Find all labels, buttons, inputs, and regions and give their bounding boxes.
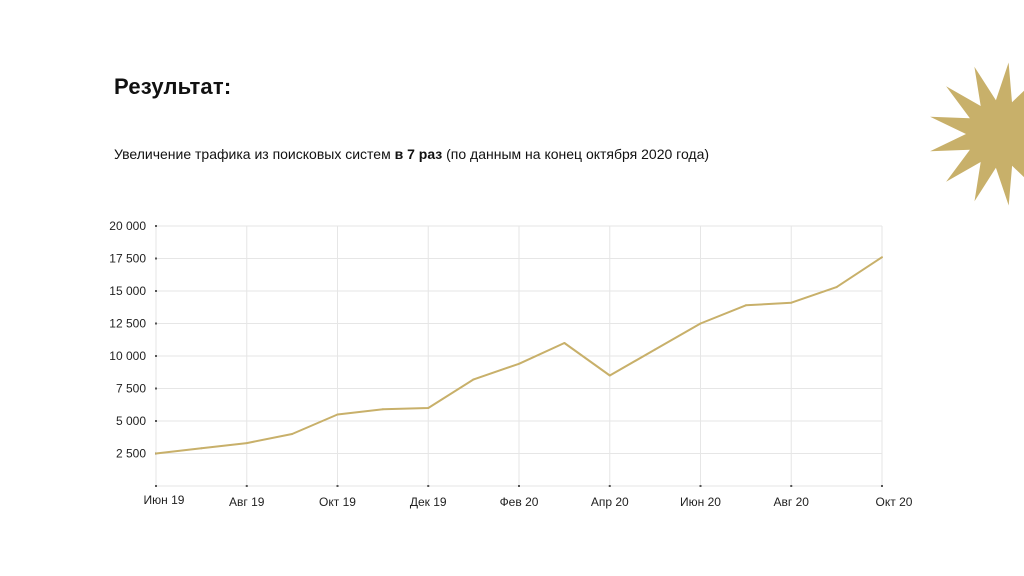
y-tick-label: 5 000 [116,414,146,428]
starburst-shape [930,62,1024,206]
x-tick-mark [699,485,702,487]
y-tick-label: 2 500 [116,447,146,461]
x-tick-label: Авг 20 [774,495,810,509]
x-tick-mark [245,485,248,487]
x-tick-mark [608,485,611,487]
y-tick-label: 12 500 [109,317,146,331]
data-point [654,348,657,351]
data-point [291,433,294,435]
y-tick-mark [155,387,157,390]
data-point [790,301,793,304]
y-tick-mark [155,225,157,227]
x-tick-mark [790,485,793,487]
data-point [472,378,475,381]
x-tick-mark [881,485,883,487]
x-tick-mark [427,485,430,487]
data-point [427,407,430,409]
page-title: Результат: [114,74,232,99]
x-tick-label: Окт 20 [876,495,913,509]
data-point [336,413,339,416]
data-point [155,452,157,455]
y-tick-mark [155,355,157,357]
data-point [381,408,384,411]
y-tick-mark [155,290,157,292]
y-tick-label: 17 500 [109,252,146,266]
subtitle-highlight: в 7 раз [394,146,443,162]
y-tick-label: 20 000 [109,219,146,233]
data-point [608,374,611,377]
y-tick-mark [155,420,157,422]
x-tick-label: Окт 19 [319,495,356,509]
x-tick-mark [336,485,339,487]
data-point [881,256,883,259]
y-tick-label: 10 000 [109,349,146,363]
y-tick-mark [155,257,157,260]
data-point [699,322,702,325]
x-tick-mark [155,485,157,487]
chart-series [155,256,883,455]
x-tick-label: Авг 19 [229,495,265,509]
data-point [563,342,566,344]
data-point [835,286,838,289]
starburst-icon [930,62,1024,206]
chart-grid [155,225,883,487]
x-tick-label: Июн 19 [144,493,185,507]
data-point [200,447,203,450]
y-tick-mark [155,322,157,325]
x-tick-label: Дек 19 [410,495,447,509]
x-tick-label: Июн 20 [680,495,721,509]
subtitle-text-before: Увеличение трафика из поисковых систем [114,146,395,162]
x-tick-label: Фев 20 [500,495,539,509]
x-tick-label: Апр 20 [591,495,629,509]
y-tick-label: 15 000 [109,284,146,298]
data-point [245,442,248,445]
y-tick-label: 7 500 [116,382,146,396]
x-axis: Июн 19 Авг 19 Окт 19 Дек 19 Фев 20 Апр 20 Июн … [144,485,913,509]
subtitle: Увеличение трафика из поисковых систем в… [114,146,709,162]
x-tick-mark [518,485,520,487]
subtitle-text-after: (по данным на конец октября 2020 года) [442,146,710,162]
y-axis: 2 500 5 000 7 500 10 000 12 500 15 000 17 500 2… [109,219,157,461]
data-point [518,362,520,365]
data-point [744,304,747,307]
